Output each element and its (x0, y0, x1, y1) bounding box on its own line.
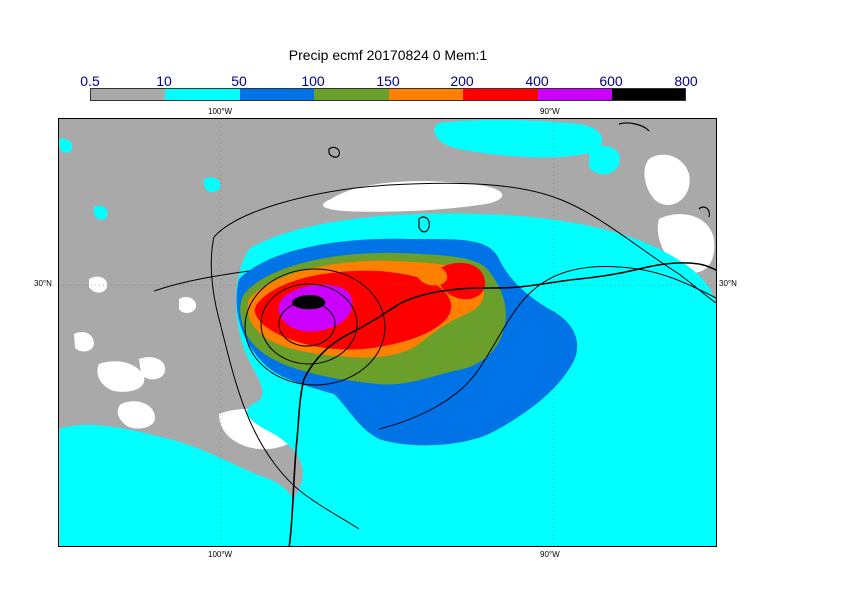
cyan-precip-patches (59, 120, 620, 546)
legend-swatch-1 (165, 89, 240, 100)
legend-label-3: 100 (301, 73, 325, 89)
precip-legend: 0.5 10 50 100 150 200 400 600 800 (80, 73, 698, 103)
legend-swatch-6 (538, 89, 612, 100)
top-lon-label-90w: 90°W (540, 107, 560, 116)
bottom-lon-label-90w: 90°W (540, 550, 560, 559)
left-lat-label-30n: 30°N (34, 279, 52, 288)
precip-map (58, 118, 717, 547)
legend-label-2: 50 (231, 73, 247, 89)
legend-swatch-2 (240, 89, 314, 100)
right-lat-label-30n: 30°N (719, 279, 737, 288)
legend-label-5: 200 (450, 73, 474, 89)
legend-label-8: 800 (674, 73, 698, 89)
bottom-lon-label-100w: 100°W (208, 550, 233, 559)
legend-swatch-4 (389, 89, 463, 100)
legend-swatch-7 (612, 89, 685, 100)
legend-label-1: 10 (156, 73, 172, 89)
legend-label-6: 400 (525, 73, 549, 89)
legend-label-7: 600 (599, 73, 623, 89)
legend-label-0: 0.5 (80, 73, 100, 89)
red-precip-blob-northeast (417, 265, 448, 286)
legend-label-4: 150 (376, 73, 400, 89)
no-precip-patches (74, 154, 715, 450)
legend-color-bar (90, 88, 686, 101)
legend-swatch-0 (91, 89, 165, 100)
legend-swatch-5 (463, 89, 538, 100)
map-title: Precip ecmf 20170824 0 Mem:1 (288, 47, 488, 63)
precip-map-canvas (59, 119, 716, 546)
top-lon-label-100w: 100°W (208, 107, 233, 116)
island-outlines (328, 122, 710, 233)
pressure-contours (244, 268, 386, 386)
isobar-lines (153, 182, 716, 530)
coastline (288, 262, 716, 546)
legend-swatch-3 (314, 89, 389, 100)
